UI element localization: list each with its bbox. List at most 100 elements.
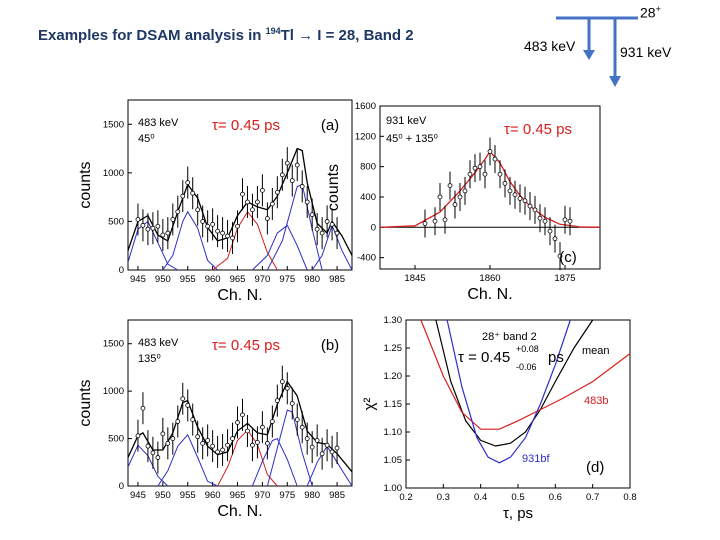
data-point bbox=[492, 156, 498, 162]
data-point bbox=[552, 236, 558, 242]
x-tick-label: 0.4 bbox=[474, 492, 487, 503]
y-tick-label: 1000 bbox=[103, 168, 124, 179]
data-point bbox=[432, 218, 438, 224]
data-point bbox=[200, 219, 206, 224]
data-point bbox=[284, 385, 290, 391]
data-point bbox=[299, 424, 305, 430]
energy-label: 931 keV bbox=[386, 115, 427, 127]
data-point bbox=[289, 401, 295, 406]
series-label-483b: 483b bbox=[584, 395, 608, 407]
x-tick-label: 960 bbox=[205, 274, 221, 285]
y-tick-label: 800 bbox=[360, 162, 376, 173]
data-point bbox=[135, 433, 141, 439]
data-point bbox=[205, 223, 211, 229]
data-point bbox=[547, 228, 553, 234]
data-point bbox=[160, 431, 166, 437]
data-point bbox=[487, 149, 493, 154]
energy-label: 483 keV bbox=[138, 117, 179, 129]
data-point bbox=[140, 222, 146, 228]
data-point bbox=[250, 442, 255, 448]
data-point bbox=[304, 436, 310, 441]
level-label: 28+ bbox=[640, 4, 661, 21]
panel-a: 945 950 955 960 965 970 975 980 985 0 500 1000 1500 C… bbox=[77, 99, 353, 304]
x-axis-label: Ch. N. bbox=[217, 287, 262, 304]
data-point bbox=[289, 178, 295, 184]
x-tick-label: 950 bbox=[155, 274, 171, 285]
fit-component-4 bbox=[252, 224, 308, 271]
data-point bbox=[567, 218, 573, 224]
x-tick-label: 0.8 bbox=[623, 492, 636, 503]
y-axis-label: counts bbox=[77, 379, 94, 426]
data-point bbox=[482, 171, 488, 177]
data-point bbox=[180, 193, 186, 199]
y-tick-label: 0 bbox=[371, 222, 376, 233]
data-point bbox=[155, 455, 161, 460]
data-point bbox=[319, 451, 325, 457]
x-axis-label: Ch. N. bbox=[217, 503, 262, 520]
data-point bbox=[240, 191, 245, 197]
data-point bbox=[245, 199, 250, 205]
data-point bbox=[195, 207, 201, 213]
title-suffix: I = 28, Band 2 bbox=[313, 27, 414, 44]
level-spin: 28 bbox=[640, 4, 656, 21]
x-tick-label: 980 bbox=[304, 274, 320, 285]
data-point bbox=[269, 419, 275, 424]
x-tick-label: 970 bbox=[254, 490, 270, 501]
y-axis-label: counts bbox=[325, 164, 342, 211]
data-point bbox=[259, 424, 265, 430]
y-tick-label: 1.25 bbox=[384, 343, 403, 354]
data-point bbox=[210, 221, 216, 227]
data-point bbox=[230, 235, 235, 241]
data-point bbox=[264, 440, 270, 446]
data-point bbox=[205, 438, 211, 443]
panel-title-tau: τ = 0.45 bbox=[458, 349, 510, 366]
data-point bbox=[334, 230, 340, 236]
x-tick-label: 975 bbox=[279, 274, 295, 285]
x-tick-label: 970 bbox=[254, 274, 270, 285]
slide-title: Examples for DSAM analysis in 194Tl → I … bbox=[38, 26, 414, 44]
y-tick-label: 1.05 bbox=[384, 455, 403, 466]
y-tick-label: 1.00 bbox=[384, 483, 403, 494]
angle-label: 45⁰ + 135⁰ bbox=[386, 133, 439, 145]
tau-label: τ= 0.45 ps bbox=[504, 121, 572, 138]
x-tick-label: 955 bbox=[180, 490, 196, 501]
y-tick-label: 0 bbox=[119, 481, 124, 492]
y-tick-label: 1.20 bbox=[384, 371, 403, 382]
panel-label: (d) bbox=[586, 459, 604, 476]
data-point bbox=[250, 207, 255, 213]
data-point bbox=[150, 225, 156, 231]
data-point bbox=[190, 417, 196, 423]
data-point bbox=[517, 196, 523, 201]
data-point bbox=[284, 160, 290, 166]
data-point bbox=[472, 165, 478, 171]
x-tick-label: 0.3 bbox=[437, 492, 450, 503]
tau-label: τ= 0.45 ps bbox=[212, 337, 280, 354]
fit-total bbox=[127, 380, 353, 473]
data-point bbox=[437, 194, 443, 200]
data-point bbox=[314, 438, 320, 443]
data-point bbox=[165, 440, 171, 446]
y-tick-label: 1500 bbox=[103, 119, 124, 130]
series-mean bbox=[435, 319, 594, 447]
fit-component-5 bbox=[266, 183, 323, 271]
data-point bbox=[507, 188, 513, 194]
level-parity: + bbox=[655, 4, 661, 14]
data-point bbox=[155, 223, 161, 229]
y-tick-label: 1.15 bbox=[384, 399, 403, 410]
y-tick-label: 500 bbox=[108, 216, 124, 227]
data-point bbox=[225, 442, 230, 448]
data-point bbox=[329, 449, 335, 455]
y-tick-label: 1500 bbox=[103, 339, 124, 350]
plot-frame-a bbox=[127, 99, 353, 271]
x-axis-label: τ, ps bbox=[503, 505, 533, 522]
series-label-931bf: 931bf bbox=[522, 453, 550, 465]
data-point bbox=[145, 443, 151, 449]
y-tick-label: 0 bbox=[119, 265, 124, 276]
x-tick-label: 955 bbox=[180, 274, 196, 285]
x-tick-label: 985 bbox=[329, 490, 345, 501]
data-point bbox=[562, 217, 568, 223]
data-point bbox=[225, 233, 230, 239]
data-point bbox=[314, 226, 320, 232]
data-point bbox=[512, 192, 518, 198]
